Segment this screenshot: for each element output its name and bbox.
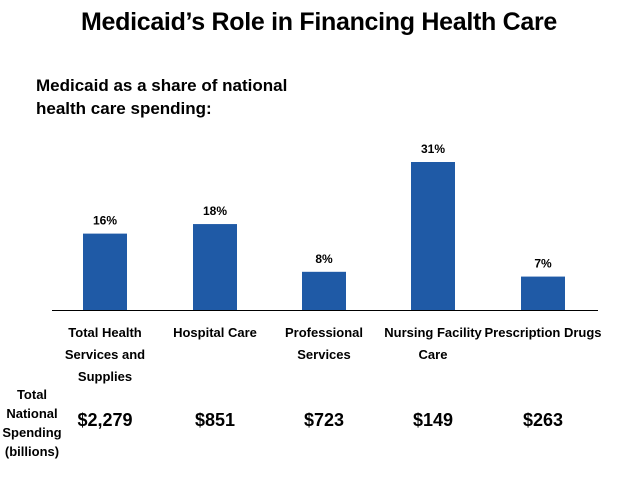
- spending-value: $2,279: [77, 410, 133, 430]
- bar: [521, 276, 565, 310]
- category-label-line: Services: [297, 347, 351, 362]
- category-label: Professional Services: [262, 322, 386, 366]
- spending-value: $149: [412, 410, 454, 430]
- category-label: Hospital Care: [153, 322, 277, 344]
- spending-label-line: Total: [16, 387, 48, 402]
- bar: [83, 233, 127, 310]
- category-label-line: Care: [418, 347, 448, 362]
- bar-data-label: 16%: [93, 214, 117, 228]
- spending-label-line: Spending: [2, 425, 62, 440]
- spending-label-line: (billions): [4, 444, 60, 459]
- bar-data-label: 7%: [534, 257, 552, 271]
- category-label-line: Hospital Care: [173, 325, 257, 340]
- spending-value: $723: [303, 410, 345, 430]
- spending-value: $263: [522, 410, 564, 430]
- total-spending-label: Total National Spending (billions): [0, 385, 64, 461]
- category-label-line: Nursing Facility: [384, 325, 482, 340]
- category-label: Prescription Drugs: [481, 322, 605, 344]
- bar-data-label: 31%: [421, 142, 445, 156]
- bar-data-label: 18%: [203, 204, 227, 218]
- category-label-line: Total Health: [68, 325, 142, 340]
- spending-label-line: National: [6, 406, 58, 421]
- data-labels-group: 16% 18% 8% 31% 7%: [93, 142, 552, 271]
- category-label: Nursing Facility Care: [371, 322, 495, 366]
- category-label-line: Services and: [64, 347, 146, 362]
- category-label: Total Health Services and Supplies: [43, 322, 167, 388]
- chart-title: Medicaid’s Role in Financing Health Care: [80, 8, 558, 36]
- category-label-line: Prescription Drugs: [484, 325, 602, 340]
- bar: [411, 162, 455, 310]
- bar-data-label: 8%: [315, 252, 333, 266]
- category-label-line: Supplies: [77, 369, 133, 384]
- category-label-line: Professional: [284, 325, 364, 340]
- bar: [193, 224, 237, 310]
- chart-subtitle: Medicaid as a share of national health c…: [36, 76, 288, 118]
- bars-group: [83, 162, 565, 310]
- bar: [302, 271, 346, 310]
- spending-value: $851: [194, 410, 236, 430]
